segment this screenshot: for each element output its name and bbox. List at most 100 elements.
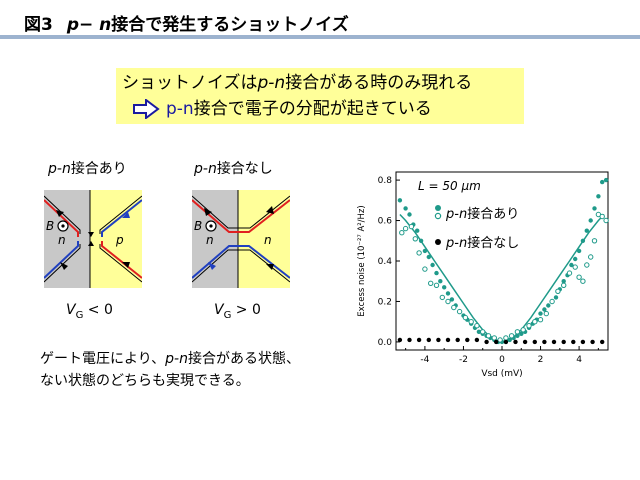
desc-a: ゲート電圧により、: [40, 351, 166, 367]
data-point-series-1: [403, 206, 408, 211]
data-point-series-1: [546, 303, 551, 308]
data-point-series-2: [416, 250, 422, 256]
data-point-series-1: [542, 307, 547, 312]
x-tick-label: -4: [420, 355, 429, 365]
data-point-series-3: [532, 339, 537, 345]
left-label-pn: p-n: [48, 161, 71, 177]
data-point-series-1: [422, 248, 428, 254]
callout-line-2: p-n 接合で電子の分配が起きている: [122, 96, 524, 122]
data-point-series-3: [551, 339, 557, 345]
data-point-series-1: [397, 198, 403, 203]
data-point-series-1: [449, 297, 455, 302]
callout-pn-2: p-n: [166, 99, 194, 119]
data-point-series-2: [532, 319, 538, 325]
x-tick-label: 4: [576, 355, 582, 365]
y-tick-label: 0.8: [378, 176, 393, 186]
callout-text-a: ショットノイズは: [122, 73, 258, 93]
data-point-series-2: [526, 323, 532, 329]
data-point-series-3: [600, 339, 605, 345]
data-point-series-1: [407, 212, 412, 217]
data-point-series-3: [542, 339, 547, 345]
b-field-label: B: [194, 219, 202, 233]
data-point-series-2: [399, 230, 405, 236]
callout-text-c: 接合で電子の分配が起きている: [193, 99, 432, 119]
data-point-series-2: [433, 282, 440, 289]
nn-junction-diagram: B n n: [192, 190, 290, 288]
data-point-series-3: [580, 339, 586, 345]
y-tick-label: 0.2: [378, 297, 392, 307]
data-point-series-2: [599, 213, 605, 220]
arrow-right-icon: [133, 99, 160, 119]
data-point-series-2: [402, 225, 409, 232]
data-point-series-1: [592, 206, 597, 211]
summary-callout: ショットノイズはp-n接合がある時のみ現れる p-n 接合で電子の分配が起きている: [116, 68, 524, 124]
data-point-series-1: [415, 228, 420, 233]
data-point-series-2: [428, 280, 434, 287]
description-text: ゲート電圧により、p-n接合がある状態、 ない状態のどちらも実現できる。: [40, 348, 300, 392]
data-point-series-3: [503, 339, 509, 345]
legend-marker-black: [435, 239, 441, 245]
data-point-series-2: [514, 329, 521, 335]
data-point-series-1: [442, 285, 447, 290]
data-point-series-2: [580, 278, 586, 284]
x-tick-label: 2: [538, 355, 544, 365]
length-annotation: L = 50 μm: [418, 179, 481, 193]
data-point-series-3: [455, 337, 460, 343]
data-point-series-3: [426, 337, 431, 343]
data-point-series-2: [491, 335, 498, 341]
data-point-series-2: [503, 335, 509, 341]
x-tick-label: -2: [459, 355, 468, 365]
callout-line-1: ショットノイズはp-n接合がある時のみ現れる: [122, 70, 524, 96]
data-point-series-1: [569, 262, 574, 268]
data-point-series-2: [588, 254, 594, 260]
data-point-series-2: [508, 333, 515, 339]
vg-condition: < 0: [83, 302, 113, 318]
desc-b: 接合がある状態、: [187, 351, 300, 367]
data-point-series-1: [600, 179, 605, 185]
n-region-label: n: [206, 233, 214, 247]
data-point-series-2: [576, 274, 582, 280]
data-point-series-2: [555, 288, 561, 295]
vg-condition: > 0: [231, 302, 261, 318]
data-point-series-1: [476, 329, 482, 334]
data-point-series-2: [584, 262, 590, 268]
data-point-series-1: [434, 270, 439, 276]
legend-label-1: p-n接合あり: [445, 206, 519, 222]
page-title: 図3 p− n接合で発生するショットノイズ: [24, 10, 349, 35]
x-axis-label: Vsd (mV): [481, 369, 522, 379]
right-diagram-label: p-n接合なし: [194, 158, 273, 178]
data-point-series-2: [572, 264, 578, 270]
data-point-series-2: [566, 270, 573, 276]
title-pn: p− n: [66, 15, 112, 35]
data-point-series-3: [513, 339, 518, 345]
data-point-series-1: [438, 279, 443, 284]
data-point-series-3: [465, 337, 470, 343]
data-point-series-2: [456, 308, 463, 315]
data-point-series-1: [553, 295, 559, 300]
data-point-series-3: [445, 337, 451, 343]
data-point-series-2: [422, 266, 428, 272]
data-point-series-2: [497, 337, 503, 343]
callout-pn: p-n: [257, 73, 286, 93]
data-point-series-2: [462, 314, 469, 321]
right-label-pn: p-n: [194, 161, 217, 177]
data-point-series-1: [561, 279, 566, 284]
data-point-series-1: [418, 238, 424, 243]
desc-pn: p-n: [165, 351, 188, 367]
left-gate-voltage: VG < 0: [66, 302, 113, 321]
data-point-series-2: [408, 223, 415, 230]
data-point-series-2: [543, 310, 550, 317]
data-point-series-1: [580, 238, 586, 243]
data-point-series-1: [515, 333, 520, 338]
data-point-series-2: [439, 294, 446, 301]
data-point-series-2: [468, 319, 474, 325]
data-point-series-3: [590, 339, 595, 345]
figure-number: 図3: [24, 15, 53, 35]
right-gate-voltage: VG > 0: [214, 302, 261, 321]
y-tick-label: 0.6: [378, 217, 393, 227]
data-point-series-1: [596, 194, 601, 199]
data-point-series-1: [603, 177, 609, 183]
y-tick-label: 0.4: [378, 257, 393, 267]
vg-symbol: V: [66, 302, 76, 318]
data-point-series-3: [571, 339, 576, 345]
